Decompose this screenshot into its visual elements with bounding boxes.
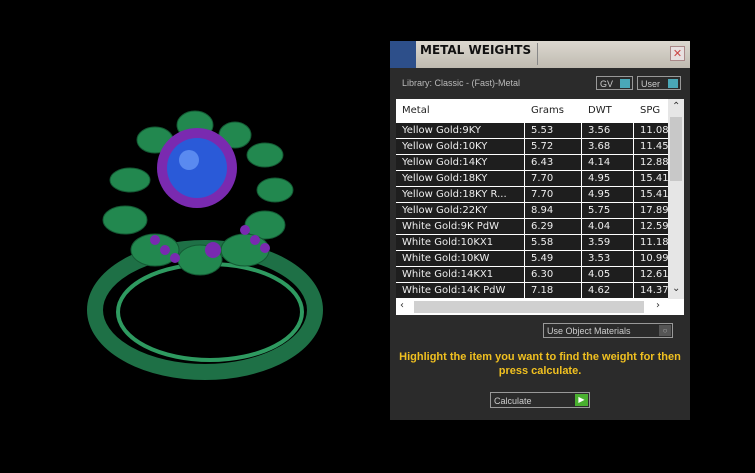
center-stone (167, 138, 227, 198)
cell-grams[interactable]: 7.70 (525, 187, 581, 202)
table-row[interactable]: Yellow Gold:18KY 7.70 4.95 15.41 (396, 171, 668, 186)
cell-metal[interactable]: Yellow Gold:14KY (396, 155, 524, 170)
scroll-up-icon[interactable]: ⌃ (672, 101, 681, 112)
header-spg[interactable]: SPG (634, 99, 668, 122)
cell-spg[interactable]: 15.41 (634, 187, 668, 202)
cell-dwt[interactable]: 4.04 (582, 219, 633, 234)
radio-icon: ○ (659, 325, 671, 336)
header-dwt[interactable]: DWT (582, 99, 633, 122)
cell-spg[interactable]: 15.41 (634, 171, 668, 186)
user-toggle[interactable]: User (637, 76, 681, 90)
cell-dwt[interactable]: 4.05 (582, 267, 633, 282)
cell-spg[interactable]: 11.08 (634, 123, 668, 138)
cell-spg[interactable]: 10.99 (634, 251, 668, 266)
cell-grams[interactable]: 6.29 (525, 219, 581, 234)
calculate-button[interactable]: Calculate ▶ (490, 392, 590, 408)
vertical-scrollbar[interactable]: ⌃ ⌄ (668, 99, 684, 299)
cell-dwt[interactable]: 5.75 (582, 203, 633, 218)
cell-metal[interactable]: White Gold:10KX1 (396, 235, 524, 250)
cell-metal[interactable]: Yellow Gold:9KY (396, 123, 524, 138)
vertical-scroll-thumb[interactable] (670, 117, 682, 181)
cell-metal[interactable]: Yellow Gold:18KY R... (396, 187, 524, 202)
cell-grams[interactable]: 7.18 (525, 283, 581, 298)
table-row[interactable]: White Gold:9K PdW 6.29 4.04 12.59 (396, 219, 668, 234)
play-arrow-icon: ▶ (575, 394, 588, 406)
cell-grams[interactable]: 5.53 (525, 123, 581, 138)
table-row[interactable]: White Gold:14K PdW 7.18 4.62 14.37 (396, 283, 668, 298)
table-row[interactable]: Yellow Gold:14KY 6.43 4.14 12.88 (396, 155, 668, 170)
cell-grams[interactable]: 6.30 (525, 267, 581, 282)
cell-dwt[interactable]: 3.53 (582, 251, 633, 266)
toggle-indicator-icon (668, 79, 678, 88)
header-metal[interactable]: Metal (396, 99, 524, 122)
horizontal-scroll-thumb[interactable] (414, 301, 644, 313)
table-row[interactable]: Yellow Gold:9KY 5.53 3.56 11.08 (396, 123, 668, 138)
cell-grams[interactable]: 6.43 (525, 155, 581, 170)
cell-spg[interactable]: 11.45 (634, 139, 668, 154)
metal-table: Metal Grams DWT SPG Yellow Gold:9KY 5.53 3… (396, 99, 684, 315)
table-header: Metal Grams DWT SPG (396, 99, 668, 122)
cell-metal[interactable]: White Gold:14KX1 (396, 267, 524, 282)
cell-grams[interactable]: 5.49 (525, 251, 581, 266)
cell-spg[interactable]: 17.89 (634, 203, 668, 218)
scroll-left-icon[interactable]: ‹ (400, 300, 404, 311)
table-row[interactable]: Yellow Gold:10KY 5.72 3.68 11.45 (396, 139, 668, 154)
cell-dwt[interactable]: 4.95 (582, 187, 633, 202)
horizontal-scrollbar[interactable]: ‹ › (396, 299, 684, 315)
cell-dwt[interactable]: 3.68 (582, 139, 633, 154)
app-logo-icon (390, 41, 416, 68)
cell-spg[interactable]: 11.18 (634, 235, 668, 250)
cell-metal[interactable]: Yellow Gold:18KY (396, 171, 524, 186)
calculate-label: Calculate (494, 396, 532, 406)
cell-metal[interactable]: Yellow Gold:10KY (396, 139, 524, 154)
ring-3d-model (87, 110, 323, 380)
scroll-right-icon[interactable]: › (656, 300, 660, 311)
toggle-indicator-icon (620, 79, 630, 88)
table-row[interactable]: Yellow Gold:18KY R... 7.70 4.95 15.41 (396, 187, 668, 202)
side-gems (150, 225, 270, 263)
use-object-materials-toggle[interactable]: Use Object Materials ○ (543, 323, 673, 338)
table-row[interactable]: White Gold:14KX1 6.30 4.05 12.61 (396, 267, 668, 282)
gv-label: GV (600, 79, 614, 89)
table-row[interactable]: Yellow Gold:22KY 8.94 5.75 17.89 (396, 203, 668, 218)
cell-spg[interactable]: 14.37 (634, 283, 668, 298)
cell-metal[interactable]: White Gold:14K PdW (396, 283, 524, 298)
cell-dwt[interactable]: 4.62 (582, 283, 633, 298)
library-label: Library: Classic - (Fast)-Metal (402, 78, 521, 88)
cell-metal[interactable]: White Gold:9K PdW (396, 219, 524, 234)
scroll-down-icon[interactable]: ⌄ (672, 283, 681, 294)
cell-metal[interactable]: Yellow Gold:22KY (396, 203, 524, 218)
cell-grams[interactable]: 5.58 (525, 235, 581, 250)
header-grams[interactable]: Grams (525, 99, 581, 122)
panel-title: METAL WEIGHTS (420, 43, 532, 57)
close-button[interactable]: ✕ (670, 46, 685, 61)
instruction-text: Highlight the item you want to find the … (399, 351, 681, 377)
cell-dwt[interactable]: 4.14 (582, 155, 633, 170)
user-label: User (641, 79, 661, 89)
table-row[interactable]: White Gold:10KX1 5.58 3.59 11.18 (396, 235, 668, 250)
cell-grams[interactable]: 5.72 (525, 139, 581, 154)
cell-grams[interactable]: 8.94 (525, 203, 581, 218)
cell-grams[interactable]: 7.70 (525, 171, 581, 186)
use-object-materials-label: Use Object Materials (547, 326, 631, 336)
ring-band-inner (116, 262, 304, 362)
cell-dwt[interactable]: 3.59 (582, 235, 633, 250)
table-row[interactable]: White Gold:10KW 5.49 3.53 10.99 (396, 251, 668, 266)
cell-metal[interactable]: White Gold:10KW (396, 251, 524, 266)
metal-weights-panel: METAL WEIGHTS ✕ Library: Classic - (Fast… (390, 41, 690, 420)
cell-spg[interactable]: 12.59 (634, 219, 668, 234)
cell-dwt[interactable]: 3.56 (582, 123, 633, 138)
cell-spg[interactable]: 12.88 (634, 155, 668, 170)
gv-toggle[interactable]: GV (596, 76, 633, 90)
title-bar[interactable]: METAL WEIGHTS ✕ (390, 41, 690, 68)
cell-dwt[interactable]: 4.95 (582, 171, 633, 186)
cell-spg[interactable]: 12.61 (634, 267, 668, 282)
title-divider (537, 43, 538, 65)
